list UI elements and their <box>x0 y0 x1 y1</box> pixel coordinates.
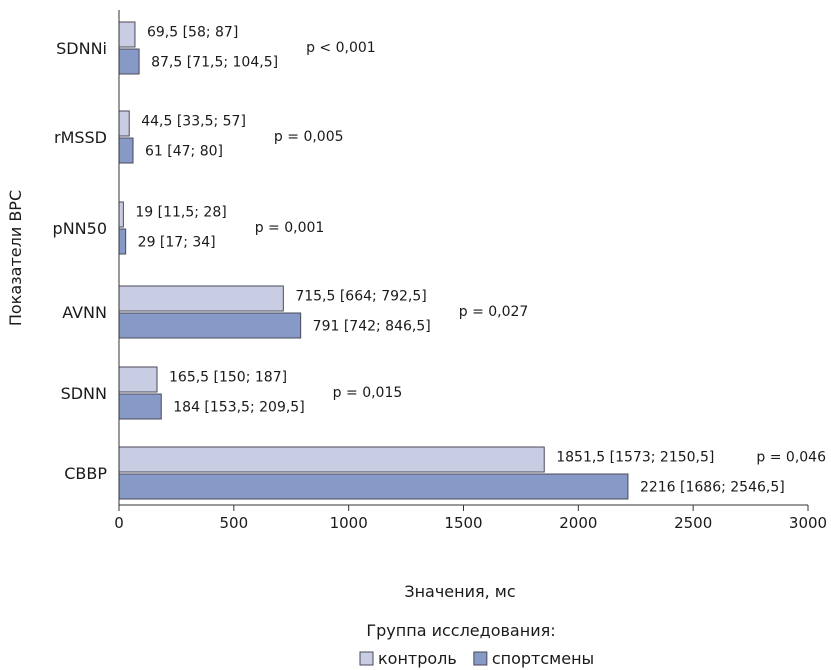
category-label: SDNNi <box>56 39 107 58</box>
x-tick-label: 500 <box>220 514 249 532</box>
legend-swatch <box>359 651 374 666</box>
bars-layer <box>118 21 629 500</box>
bar-control <box>118 201 124 228</box>
x-tick-label: 0 <box>114 514 124 532</box>
p-value-label: p < 0,001 <box>306 40 376 56</box>
p-value-label: p = 0,015 <box>333 385 403 401</box>
data-label-control: 1851,5 [1573; 2150,5] <box>556 450 714 466</box>
data-label-athletes: 29 [17; 34] <box>138 235 216 251</box>
bar-athletes <box>118 48 140 75</box>
p-value-label: p = 0,046 <box>756 450 826 466</box>
x-tick-label: 2500 <box>674 514 712 532</box>
bar-control <box>118 366 158 393</box>
x-axis-title: Значения, мс <box>404 582 515 601</box>
x-tick-label: 1500 <box>444 514 482 532</box>
legend-swatch <box>473 651 488 666</box>
x-tick-label: 1000 <box>330 514 368 532</box>
legend: контроль спортсмены <box>359 649 594 668</box>
bar-athletes <box>118 473 629 500</box>
data-label-athletes: 184 [153,5; 209,5] <box>173 400 304 416</box>
category-label: SDNN <box>61 384 107 403</box>
x-tick-label: 3000 <box>789 514 827 532</box>
legend-title: Группа исследования: <box>366 621 555 640</box>
data-label-control: 165,5 [150; 187] <box>169 370 287 386</box>
data-label-athletes: 791 [742; 846,5] <box>313 319 431 335</box>
data-label-control: 44,5 [33,5; 57] <box>141 114 246 130</box>
labels-layer: SDNNi 69,5 [58; 87] 87,5 [71,5; 104,5] p < … <box>53 25 827 496</box>
axes-layer <box>118 10 808 506</box>
bar-control <box>118 285 284 312</box>
bar-athletes <box>118 393 162 420</box>
category-label: rMSSD <box>54 128 107 147</box>
data-label-athletes: 61 [47; 80] <box>145 144 223 160</box>
data-label-control: 19 [11,5; 28] <box>135 205 226 221</box>
y-axis-title: Показатели ВРС <box>6 190 25 326</box>
legend-label: спортсмены <box>492 649 594 668</box>
data-label-athletes: 2216 [1686; 2546,5] <box>640 480 785 496</box>
bar-athletes <box>118 228 127 255</box>
bar-control <box>118 21 136 48</box>
data-label-control: 715,5 [664; 792,5] <box>295 289 426 305</box>
bar-athletes <box>118 312 302 339</box>
category-label: AVNN <box>62 303 107 322</box>
legend-label: контроль <box>378 649 457 668</box>
category-label: СВВР <box>64 464 107 483</box>
data-label-control: 69,5 [58; 87] <box>147 25 238 41</box>
category-label: pNN50 <box>53 219 107 238</box>
bar-athletes <box>118 137 134 164</box>
data-label-athletes: 87,5 [71,5; 104,5] <box>151 55 278 71</box>
bar-control <box>118 110 130 137</box>
x-ticks: 0 500 1000 1500 2000 2500 3000 <box>114 505 827 532</box>
x-tick-label: 2000 <box>559 514 597 532</box>
bar-control <box>118 446 545 473</box>
p-value-label: p = 0,027 <box>459 304 529 320</box>
p-value-label: p = 0,005 <box>274 129 344 145</box>
p-value-label: p = 0,001 <box>255 220 325 236</box>
